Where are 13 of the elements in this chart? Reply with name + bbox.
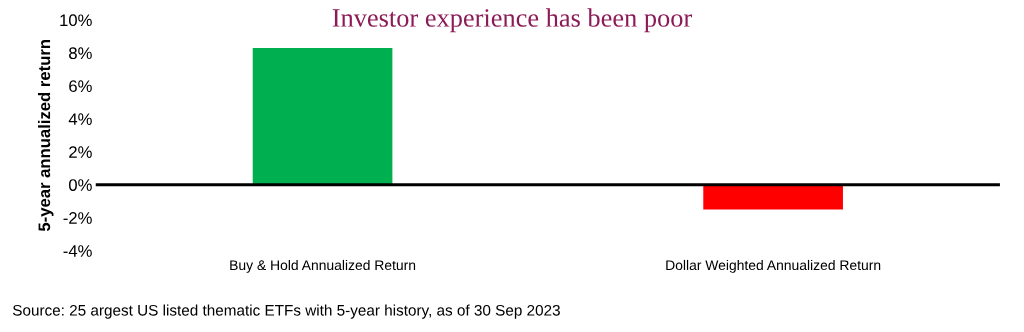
- x-tick-label: Buy & Hold Annualized Return: [230, 259, 416, 273]
- chart-title: Investor experience has been poor: [332, 8, 693, 33]
- y-tick-label: 10%: [60, 14, 92, 27]
- y-tick-label: 6%: [69, 80, 92, 93]
- y-tick-label: 0%: [68, 179, 92, 191]
- y-tick-label: -2%: [63, 212, 92, 224]
- source-note: Source: 25 argest US listed thematic ETFs with 5-year history, as of 30 Sep 2023: [12, 304, 560, 319]
- y-tick-label: 4%: [68, 113, 92, 125]
- y-tick-label: 2%: [69, 146, 92, 158]
- y-axis-title: 5-year annualized return: [37, 39, 54, 232]
- y-tick-label: 8%: [69, 47, 92, 60]
- y-tick-label: -4%: [63, 245, 92, 257]
- x-tick-label: Dollar Weighted Annualized Return: [666, 259, 881, 273]
